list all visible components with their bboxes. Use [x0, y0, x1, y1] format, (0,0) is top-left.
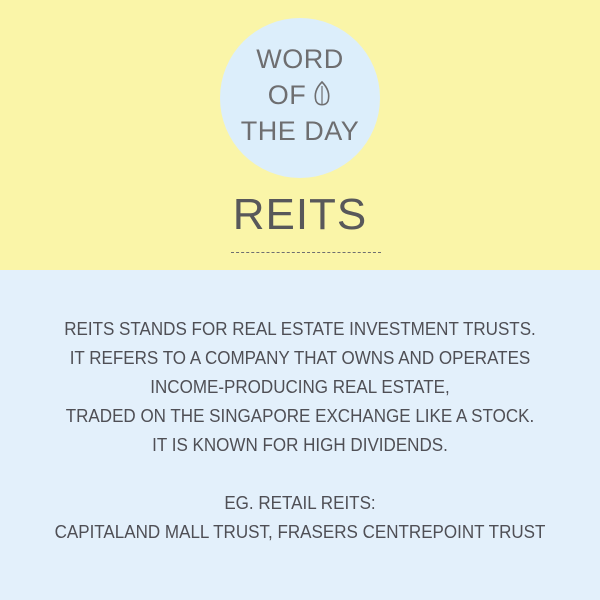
- spacer: [24, 459, 576, 488]
- definition-line: IT IS KNOWN FOR HIGH DIVIDENDS.: [152, 434, 448, 455]
- badge-line-of: OF: [220, 80, 380, 115]
- featured-word: REITS: [232, 190, 368, 239]
- badge-line-the-day: THE DAY: [240, 116, 360, 146]
- word-of-the-day-badge: WORD OF THE DAY: [220, 18, 380, 178]
- header-panel: WORD OF THE DAY REITS: [0, 0, 600, 270]
- seed-icon: [312, 80, 332, 115]
- definition-line: IT REFERS TO A COMPANY THAT OWNS AND OPE…: [69, 347, 531, 368]
- definition-panel: [0, 270, 600, 600]
- dashed-divider: [231, 252, 381, 253]
- example-value: CAPITALAND MALL TRUST, FRASERS CENTREPOI…: [54, 521, 546, 542]
- badge-line-word: WORD: [256, 44, 344, 74]
- example-label: EG. RETAIL REITS:: [224, 492, 376, 513]
- definition-line: REITS STANDS FOR REAL ESTATE INVESTMENT …: [64, 318, 536, 339]
- definition-line: TRADED ON THE SINGAPORE EXCHANGE LIKE A …: [65, 405, 535, 426]
- definition-line: INCOME-PRODUCING REAL ESTATE,: [150, 376, 450, 397]
- definition-text: REITS STANDS FOR REAL ESTATE INVESTMENT …: [24, 314, 576, 546]
- badge-line-of-text: OF: [267, 80, 307, 110]
